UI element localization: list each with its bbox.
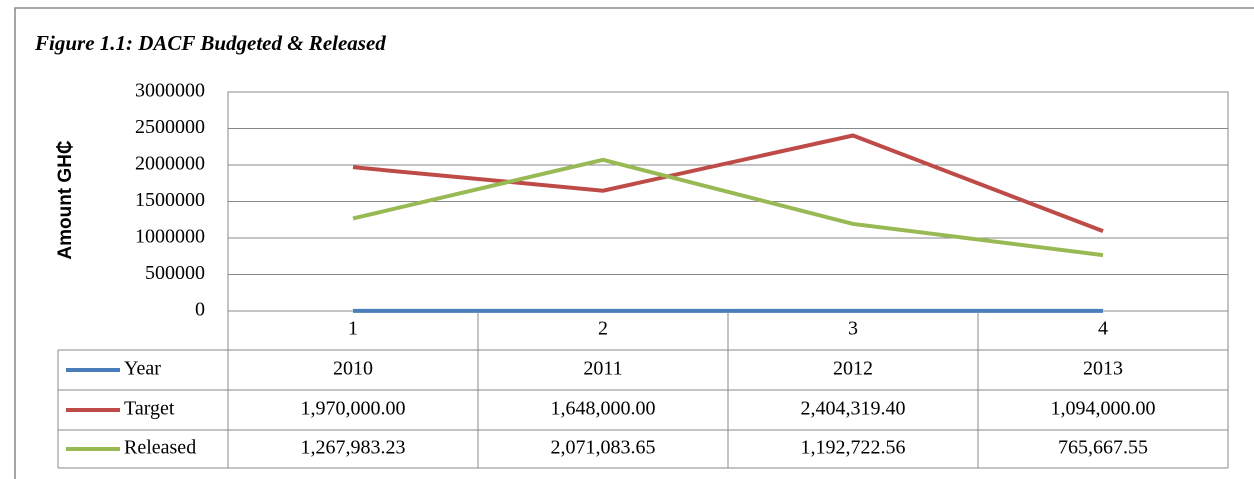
table-cell: 2012 <box>833 358 873 380</box>
table-cell: 2010 <box>333 358 373 380</box>
table-cell: 1,192,722.56 <box>801 437 906 459</box>
table-cell: 765,667.55 <box>1058 437 1148 459</box>
table-cell: 1,267,983.23 <box>301 437 406 459</box>
x-tick-label: 1 <box>348 318 358 340</box>
chart-title: Figure 1.1: DACF Budgeted & Released <box>34 31 386 55</box>
chart-frame <box>14 7 1254 479</box>
table-cell: 1,648,000.00 <box>551 398 656 420</box>
x-tick-label: 4 <box>1098 318 1108 340</box>
y-tick-label: 0 <box>195 299 205 321</box>
y-tick-label: 2500000 <box>135 116 205 138</box>
table-cell: 2013 <box>1083 358 1123 380</box>
x-tick-label: 2 <box>598 318 608 340</box>
y-tick-label: 3000000 <box>135 80 205 102</box>
line-series <box>352 157 1104 258</box>
y-tick-label: 500000 <box>145 262 205 284</box>
table-cell: 1,094,000.00 <box>1051 398 1156 420</box>
legend-label: Target <box>124 398 175 420</box>
table-cell: 2,071,083.65 <box>551 437 656 459</box>
y-tick-label: 1000000 <box>135 226 205 248</box>
legend-label: Year <box>124 358 161 380</box>
line-series <box>352 133 1104 234</box>
legend-label: Released <box>124 437 196 459</box>
y-tick-label: 1500000 <box>135 189 205 211</box>
y-tick-label: 2000000 <box>135 153 205 175</box>
table-cell: 1,970,000.00 <box>301 398 406 420</box>
y-axis-label: Amount GH₵ <box>55 140 76 260</box>
table-cell: 2,404,319.40 <box>801 398 906 420</box>
x-tick-label: 3 <box>848 318 858 340</box>
table-cell: 2011 <box>583 358 622 380</box>
